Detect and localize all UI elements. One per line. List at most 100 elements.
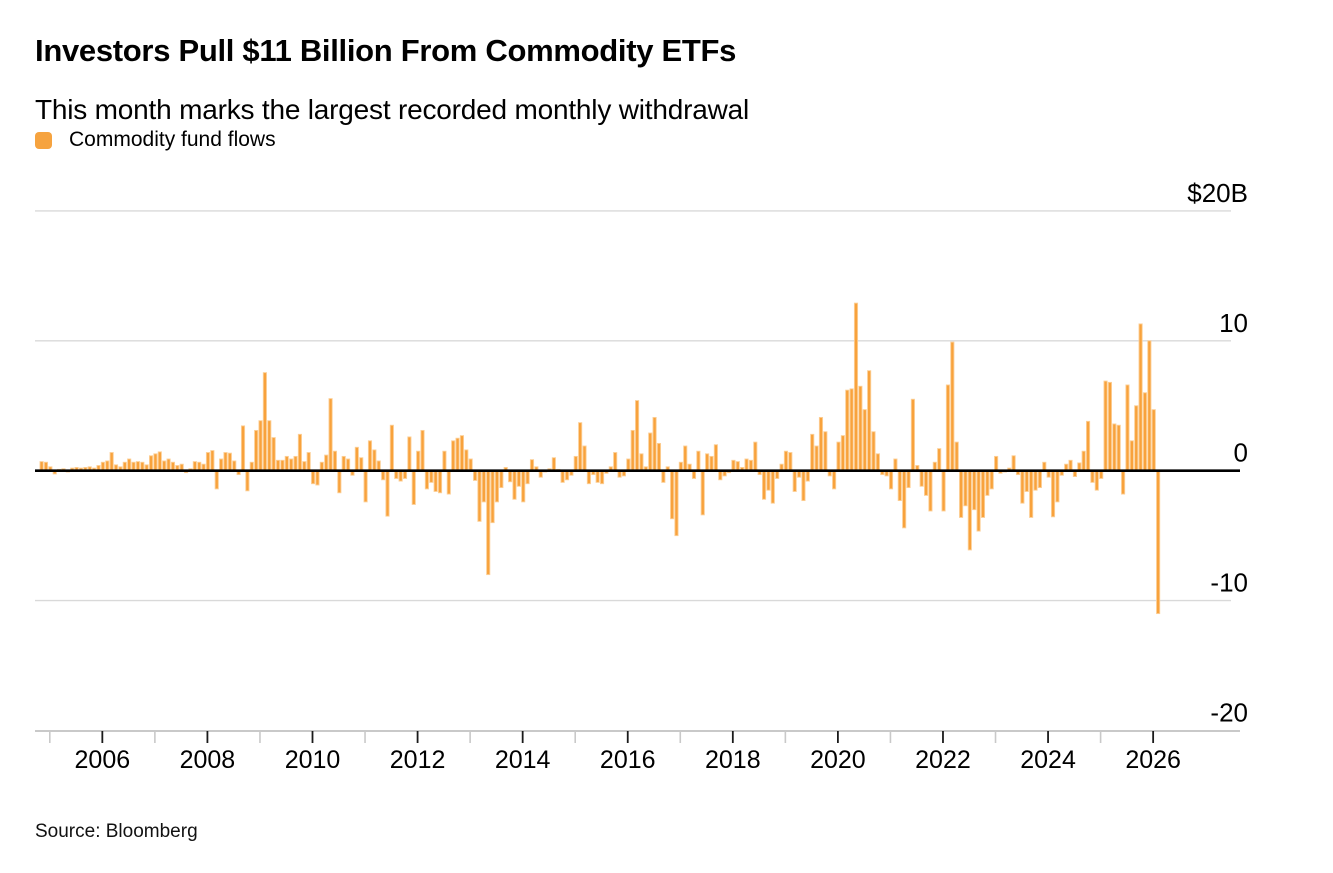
x-axis-year-label: 2010: [285, 746, 341, 774]
flow-bar: [972, 470, 977, 511]
y-axis-tick-label: 10: [1219, 308, 1248, 338]
flow-bar: [994, 455, 999, 472]
flow-bar: [770, 470, 775, 504]
flow-bar: [245, 470, 250, 492]
flow-bar: [810, 433, 815, 472]
x-axis-year-label: 2006: [75, 746, 131, 774]
flow-bar: [924, 470, 929, 496]
source-note: Source: Bloomberg: [35, 821, 198, 842]
flow-bar: [910, 398, 915, 472]
legend-label: Commodity fund flows: [69, 128, 276, 151]
flow-bar: [818, 416, 824, 472]
flow-bar: [560, 470, 565, 483]
flow-bar: [1121, 470, 1126, 495]
flow-bar: [262, 372, 267, 472]
flow-bar: [109, 452, 114, 472]
flow-bar: [1103, 380, 1108, 472]
flow-bar: [626, 458, 631, 472]
flow-bar: [105, 460, 110, 472]
flow-bar: [1129, 440, 1134, 472]
flow-bar: [297, 433, 302, 472]
flow-bar: [954, 441, 959, 472]
flow-bar: [928, 470, 933, 512]
flow-bar: [468, 458, 473, 472]
flow-bar: [508, 470, 513, 483]
x-axis-year-label: 2020: [810, 746, 866, 774]
flow-bar: [941, 470, 946, 512]
flow-bar: [398, 470, 403, 482]
flow-bar: [551, 457, 556, 472]
y-axis-tick-label: 0: [1234, 438, 1248, 468]
flow-bar: [980, 470, 986, 518]
flow-bar: [766, 470, 771, 491]
flow-bar: [976, 470, 981, 532]
flow-bar: [805, 470, 810, 482]
flow-bar: [529, 459, 535, 472]
flow-bar: [433, 470, 438, 492]
flow-bar: [39, 461, 44, 472]
flow-bar: [801, 470, 806, 502]
flow-bar: [306, 452, 311, 472]
flow-bar: [411, 470, 416, 505]
flow-bar: [289, 458, 294, 472]
flow-bar: [783, 450, 788, 472]
flow-bar: [840, 435, 845, 472]
flow-bar: [420, 429, 425, 472]
flow-bar: [219, 458, 224, 472]
flow-bar: [1086, 420, 1091, 472]
flow-bar: [280, 459, 285, 472]
flow-bar: [1020, 470, 1025, 504]
flow-bar: [600, 470, 605, 485]
flow-bar: [792, 470, 797, 492]
flow-bar: [446, 470, 451, 495]
flow-bar: [521, 470, 526, 503]
flow-bar: [1142, 392, 1148, 472]
flow-bar: [950, 341, 955, 472]
flow-bar: [451, 440, 456, 472]
flow-bar: [845, 389, 850, 472]
x-axis-year-label: 2024: [1020, 746, 1076, 774]
x-axis-year-label: 2018: [705, 746, 761, 774]
flow-bar: [871, 431, 876, 472]
flow-bar: [945, 384, 950, 472]
flow-bar: [639, 453, 644, 472]
flow-bar: [674, 470, 679, 537]
flow-bar: [1037, 470, 1042, 489]
flow-bar: [718, 470, 723, 481]
flow-bar: [1055, 470, 1060, 503]
y-axis-tick-label: -10: [1210, 568, 1248, 598]
flow-bar: [1147, 340, 1152, 472]
flow-bar: [985, 470, 990, 496]
flow-bar: [713, 444, 718, 472]
flow-bar: [499, 470, 504, 489]
flow-bar: [442, 450, 447, 472]
flow-bar: [376, 460, 381, 472]
flow-bar: [700, 470, 705, 516]
flow-bar: [293, 455, 298, 472]
flow-bar: [788, 452, 793, 472]
flow-bar: [525, 470, 530, 485]
flow-bar: [354, 446, 359, 472]
flow-bar: [832, 470, 837, 490]
flow-bar: [1107, 381, 1112, 472]
x-axis-year-label: 2016: [600, 746, 656, 774]
flow-bar: [227, 452, 232, 472]
flow-bar: [516, 470, 521, 487]
y-axis-tick-label: $20B: [1187, 178, 1248, 208]
flow-bar: [661, 470, 666, 483]
flow-bar: [582, 445, 587, 472]
flow-bar: [1134, 405, 1139, 472]
flow-bar: [906, 470, 911, 489]
flow-bar: [363, 470, 368, 503]
flow-bar: [595, 470, 600, 483]
x-axis-year-label: 2014: [495, 746, 551, 774]
flow-bar: [573, 455, 578, 472]
flow-bar: [1151, 409, 1156, 472]
flow-bar: [271, 437, 276, 472]
flow-bar: [762, 470, 767, 500]
flow-bar: [705, 453, 710, 472]
x-axis-year-label: 2012: [390, 746, 446, 774]
flow-bar: [205, 452, 211, 472]
flow-bar: [192, 461, 197, 472]
